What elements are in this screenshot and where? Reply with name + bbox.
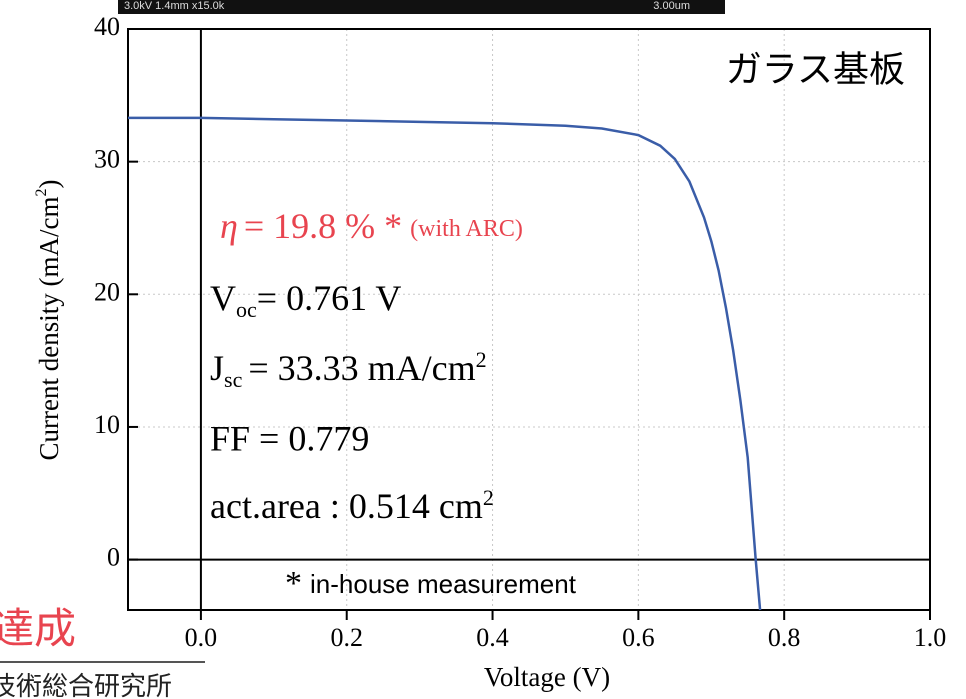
- y-tick-label: 0: [107, 543, 120, 572]
- voc-rest: = 0.761 V: [257, 278, 402, 318]
- x-tick-label: 0.4: [476, 623, 509, 652]
- slide-fragment: 達成: [0, 605, 76, 652]
- slide-fragment: 技術総合研究所: [0, 671, 172, 699]
- y-tick-label: 10: [94, 410, 120, 439]
- voc-sub: oc: [236, 297, 257, 322]
- footnote: * in-house measurement: [285, 565, 577, 602]
- y-tick-label: 20: [94, 277, 120, 306]
- x-tick-label: 0.0: [185, 623, 218, 652]
- ff-label: FF = 0.779: [210, 418, 369, 458]
- efficiency-note: (with ARC): [410, 216, 523, 242]
- plot: 0 10 20 30 40 0.0 0.2 0.4 0.6 0.8 1.0: [94, 12, 946, 652]
- x-tick-label: 1.0: [914, 623, 947, 652]
- x-tick-label: 0.2: [330, 623, 363, 652]
- slide-fragment: 3.00um: [653, 0, 690, 12]
- x-tick-label: 0.6: [622, 623, 655, 652]
- x-tick-label: 0.8: [768, 623, 801, 652]
- y-tick-label: 30: [94, 145, 120, 174]
- jsc-sub: sc: [224, 367, 243, 392]
- area-main: act.area : 0.514 cm: [210, 486, 483, 526]
- jsc-label: Jsc= 33.33 mA/cm2: [210, 347, 487, 392]
- efficiency-label: η= 19.8 % * (with ARC): [220, 206, 523, 246]
- jsc-sup: 2: [476, 347, 487, 372]
- y-axis-label: Current density (mA/cm2): [33, 180, 65, 461]
- eta: η: [220, 206, 238, 246]
- y-tick-label: 40: [94, 12, 120, 41]
- voc-label: Voc= 0.761 V: [210, 278, 401, 322]
- x-axis-label: Voltage (V): [484, 662, 610, 692]
- chart: 3.0kV 1.4mm x15.0k 3.00um 達成 技術総合研究所 0 10…: [0, 0, 966, 699]
- y-label-sup: 2: [33, 189, 50, 197]
- y-label-end: ): [34, 180, 64, 189]
- area-label: act.area : 0.514 cm2: [210, 485, 494, 526]
- efficiency-text: = 19.8 % *: [244, 206, 402, 246]
- voc-main: V: [210, 278, 236, 318]
- jsc-rest: = 33.33 mA/cm: [248, 348, 475, 388]
- footnote-star: *: [285, 565, 302, 602]
- area-sup: 2: [483, 485, 494, 510]
- jsc-main: J: [210, 348, 224, 388]
- substrate-label: ガラス基板: [726, 49, 905, 90]
- footnote-text: in-house measurement: [310, 569, 577, 599]
- slide-fragment: 3.0kV 1.4mm x15.0k: [124, 0, 225, 12]
- y-label-text: Current density (mA/cm: [34, 197, 64, 461]
